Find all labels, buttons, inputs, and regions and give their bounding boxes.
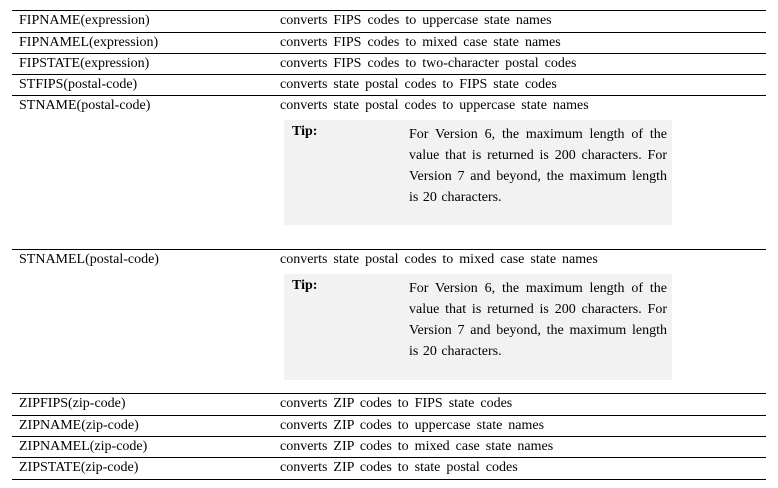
table-row: ZIPNAME(zip-code) converts ZIP codes to … [12, 416, 766, 437]
function-description: converts ZIP codes to mixed case state n… [280, 439, 554, 454]
function-reference-table: FIPNAME(expression) converts FIPS codes … [12, 10, 766, 480]
table-row: FIPNAME(expression) converts FIPS codes … [12, 10, 766, 33]
function-description: converts state postal codes to uppercase… [280, 98, 589, 113]
tip-text: For Version 6, the maximum length of the… [409, 127, 667, 205]
function-description: converts FIPS codes to mixed case state … [280, 35, 561, 50]
function-name: STNAMEL(postal-code) [19, 252, 159, 267]
tip-text: For Version 6, the maximum length of the… [409, 281, 667, 359]
function-name: FIPSTATE(expression) [19, 56, 150, 71]
function-description: converts FIPS codes to two-character pos… [280, 56, 577, 71]
table-row: ZIPFIPS(zip-code) converts ZIP codes to … [12, 394, 766, 416]
function-name: STNAME(postal-code) [19, 98, 151, 113]
table-row: STNAMEL(postal-code) converts state post… [12, 250, 766, 394]
function-description: converts state postal codes to mixed cas… [280, 252, 598, 267]
table-row: ZIPSTATE(zip-code) converts ZIP codes to… [12, 458, 766, 480]
function-description: converts ZIP codes to FIPS state codes [280, 396, 513, 411]
function-name: FIPNAMEL(expression) [19, 35, 159, 50]
table-row: ZIPNAMEL(zip-code) converts ZIP codes to… [12, 437, 766, 458]
function-name: STFIPS(postal-code) [19, 77, 138, 92]
table-row: STFIPS(postal-code) converts state posta… [12, 75, 766, 96]
table-row: FIPNAMEL(expression) converts FIPS codes… [12, 33, 766, 54]
tip-box: Tip: For Version 6, the maximum length o… [284, 274, 672, 380]
function-name: ZIPNAME(zip-code) [19, 418, 139, 433]
function-name: ZIPNAMEL(zip-code) [19, 439, 148, 454]
function-name: FIPNAME(expression) [19, 13, 150, 28]
function-name: ZIPSTATE(zip-code) [19, 460, 139, 475]
function-description: converts ZIP codes to uppercase state na… [280, 418, 545, 433]
tip-label: Tip: [292, 278, 318, 293]
table-row: FIPSTATE(expression) converts FIPS codes… [12, 54, 766, 75]
function-description: converts FIPS codes to uppercase state n… [280, 13, 552, 28]
tip-box: Tip: For Version 6, the maximum length o… [284, 120, 672, 225]
table-row: STNAME(postal-code) converts state posta… [12, 96, 766, 250]
function-description: converts state postal codes to FIPS stat… [280, 77, 557, 92]
function-description: converts ZIP codes to state postal codes [280, 460, 518, 475]
function-name: ZIPFIPS(zip-code) [19, 396, 126, 411]
tip-label: Tip: [292, 124, 318, 139]
